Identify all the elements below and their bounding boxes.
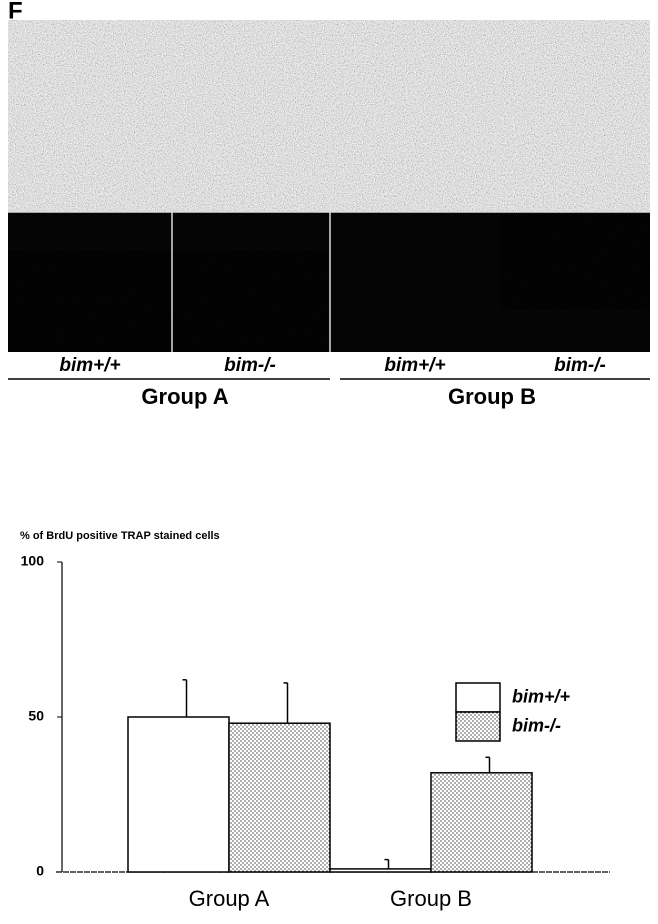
y-tick-label: 100 [21, 553, 45, 569]
bar [128, 717, 229, 872]
y-axis-label: % of BrdU positive TRAP stained cells [20, 530, 220, 542]
group-label: Group A [141, 384, 228, 409]
x-tick-label: Group B [390, 886, 472, 911]
legend-swatch [456, 683, 500, 712]
figure: F bim+/+ bim-/- bim+/+ bim-/- Group A Gr… [0, 0, 658, 919]
legend-label: bim+/+ [512, 686, 571, 706]
legend-label: bim-/- [512, 715, 561, 735]
bar [431, 773, 532, 872]
image-label: bim+/+ [59, 355, 120, 376]
bar-chart: 0 50 100 Group A Group B bim+/+ bim-/- [21, 553, 610, 911]
x-tick-label: Group A [189, 886, 270, 911]
image-label: bim-/- [224, 355, 276, 376]
bar [330, 869, 431, 872]
legend-swatch [456, 712, 500, 741]
group-label: Group B [448, 384, 536, 409]
top-row-image [8, 20, 650, 212]
y-tick-label: 0 [36, 863, 44, 879]
micrographs [8, 20, 650, 352]
bar [229, 723, 330, 872]
cell-spots [500, 215, 650, 310]
image-label: bim+/+ [384, 355, 445, 376]
image-label: bim-/- [554, 355, 606, 376]
y-tick-label: 50 [28, 708, 44, 724]
cell-spots [8, 250, 328, 352]
